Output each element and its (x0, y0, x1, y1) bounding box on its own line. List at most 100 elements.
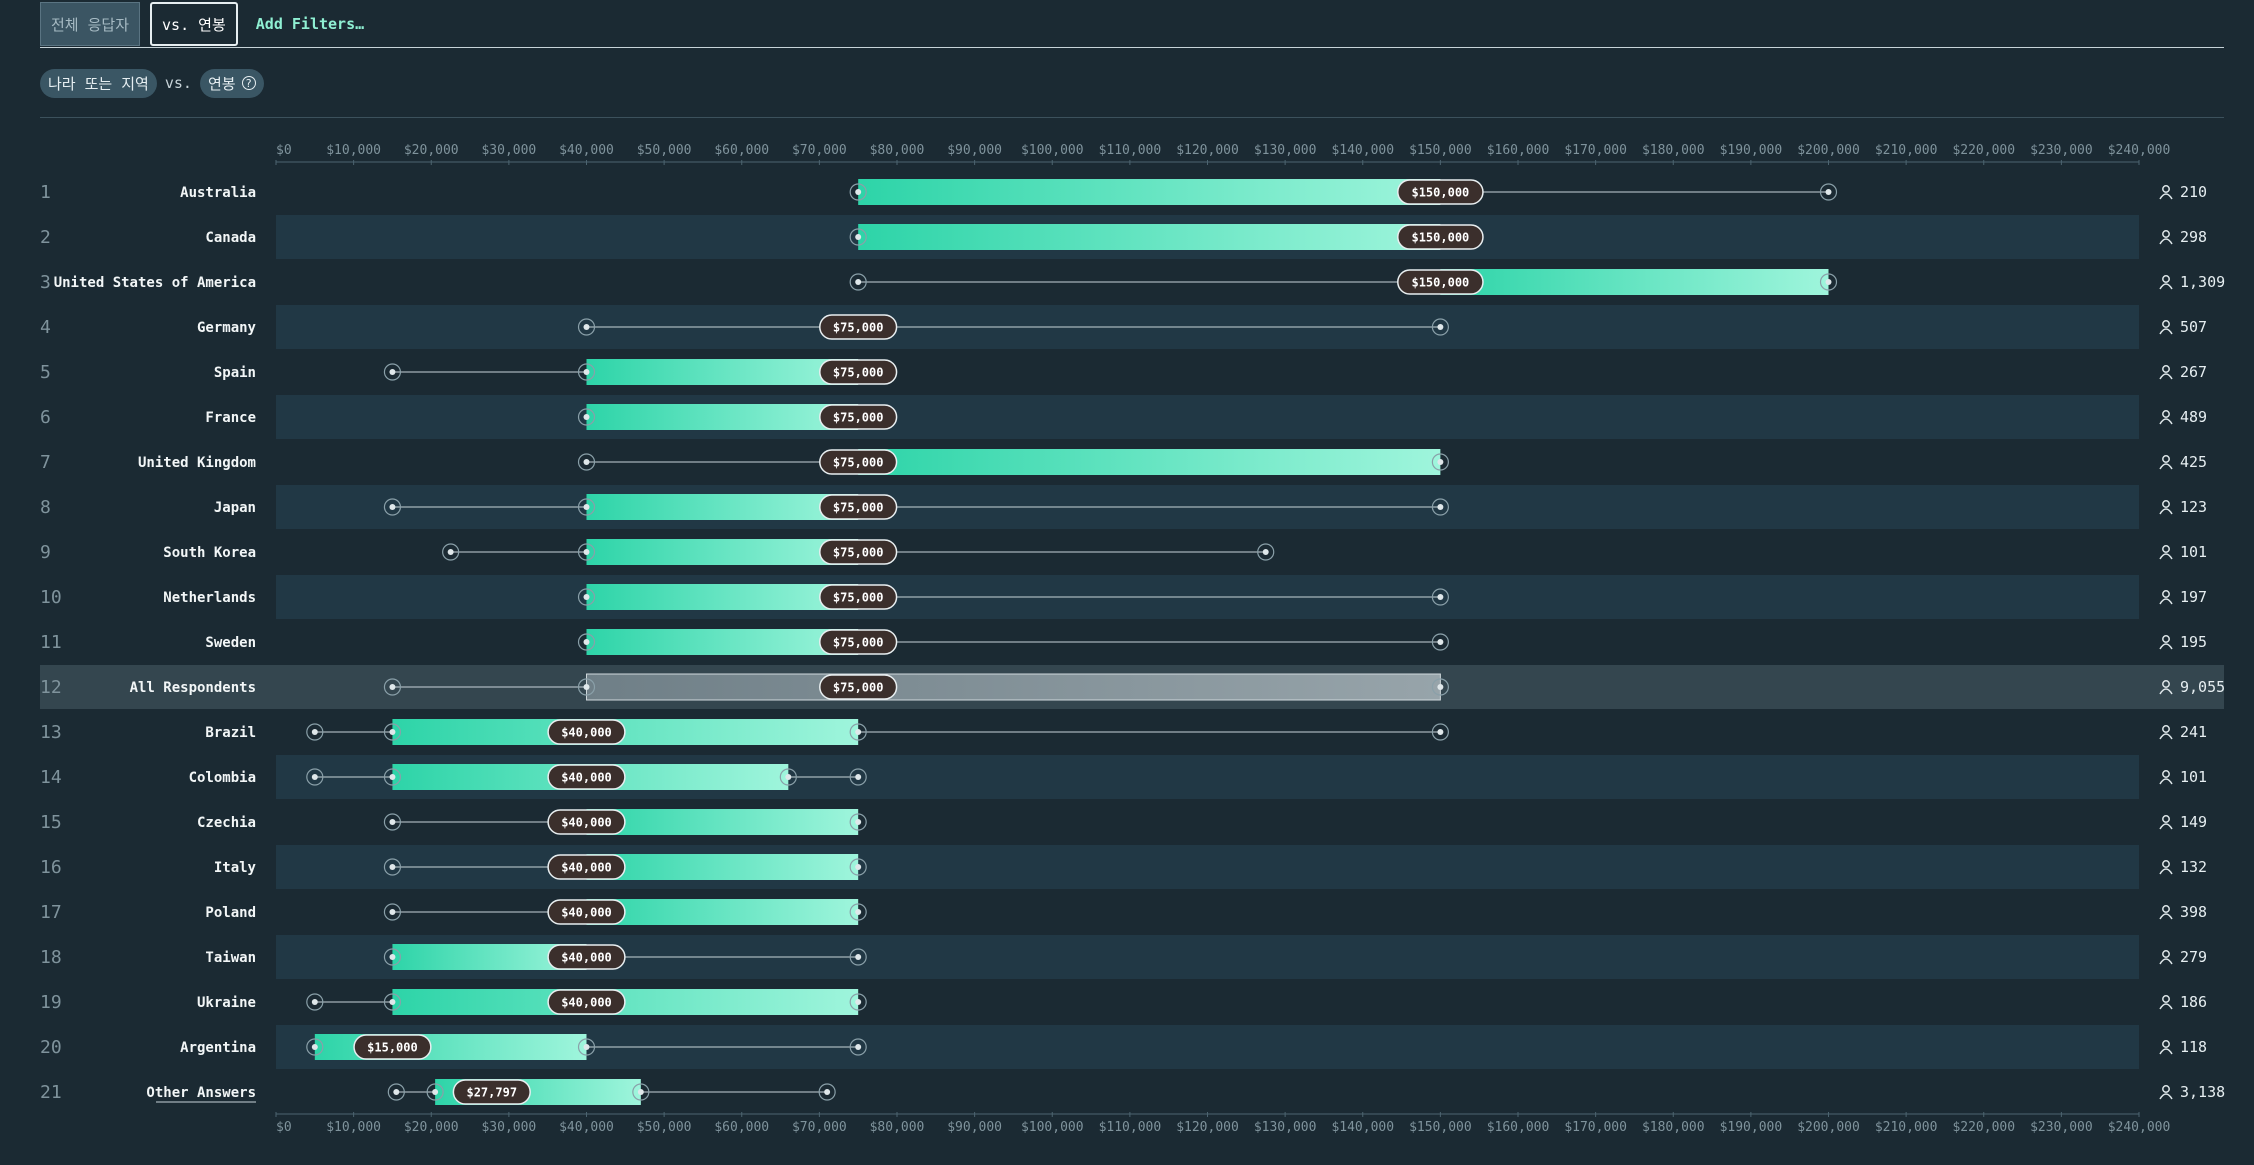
x-tick-label-bottom: $40,000 (559, 1120, 614, 1135)
row-rank: 21 (40, 1082, 62, 1103)
median-label-pill (353, 1034, 432, 1060)
add-filters-button[interactable]: Add Filters… (255, 15, 365, 33)
whisker-end-marker (306, 1038, 324, 1056)
field-country-pill[interactable]: 나라 또는 지역 (40, 68, 157, 98)
whisker-end-dot (583, 369, 590, 375)
chart-row-czechia[interactable]: 15 Czechia $40,000 149 (40, 809, 2207, 835)
whisker-end-marker (577, 408, 596, 426)
chart-row-united-kingdom[interactable]: 7 United Kingdom $75,000 425 (40, 449, 2207, 475)
person-icon (2159, 815, 2173, 830)
respondent-count: 9,055 (2180, 678, 2225, 696)
chart-row-canada[interactable]: 2 Canada $150,000 298 (40, 224, 2207, 250)
whisker-end-dot (1437, 324, 1444, 330)
vs-label: vs. (164, 74, 192, 92)
x-tick-label-top: $50,000 (637, 143, 692, 158)
median-label: $40,000 (561, 951, 612, 965)
whisker-end-dot (855, 999, 862, 1005)
row-rank: 16 (40, 857, 62, 878)
median-label: $150,000 (1411, 186, 1469, 200)
x-tick-label-top: $90,000 (947, 143, 1002, 158)
person-icon (2159, 185, 2173, 200)
whisker-end-dot (855, 774, 862, 780)
x-tick-label-top: $70,000 (792, 143, 847, 158)
chart-row-poland[interactable]: 17 Poland $40,000 398 (40, 899, 2207, 925)
chart-row-all-respondents[interactable]: 12 All Respondents $75,000 9,055 (40, 673, 2225, 701)
respondent-count: 197 (2180, 588, 2207, 606)
chart-row-brazil[interactable]: 13 Brazil $40,000 241 (40, 719, 2207, 745)
respondent-count: 132 (2180, 858, 2207, 876)
whisker-end-dot (311, 774, 318, 780)
chart-row-other-answers[interactable]: 21 Other Answers $27,797 3,138 (40, 1079, 2225, 1105)
whisker-end-marker (849, 903, 867, 921)
iqr-bar (586, 854, 859, 880)
chart-row-sweden[interactable]: 11 Sweden $75,000 195 (40, 629, 2207, 655)
x-tick-label-top: $240,000 (2108, 143, 2171, 158)
question-circle-icon[interactable]: ? (241, 76, 256, 90)
whisker-end-marker (849, 273, 867, 291)
person-icon (2159, 500, 2173, 515)
row-rank: 18 (40, 947, 62, 968)
person-icon (2159, 590, 2173, 605)
median-label: $75,000 (833, 591, 884, 605)
row-rank: 11 (40, 632, 62, 653)
comparison-header: 나라 또는 지역 vs. 연봉 ? (40, 68, 264, 98)
chart-row-argentina[interactable]: 20 Argentina $15,000 118 (40, 1034, 2207, 1060)
chart-row-ukraine[interactable]: 19 Ukraine $40,000 186 (40, 989, 2207, 1015)
iqr-bar (586, 584, 859, 610)
chart-row-netherlands[interactable]: 10 Netherlands $75,000 197 (40, 584, 2207, 610)
respondent-count: 507 (2180, 318, 2207, 336)
median-label: $150,000 (1411, 276, 1469, 290)
tab-all-respondents[interactable]: 전체 응답자 (40, 2, 141, 46)
x-tick-label-top: $100,000 (1021, 143, 1084, 158)
x-tick-label-bottom: $150,000 (1409, 1120, 1472, 1135)
whisker-end-dot (855, 954, 862, 960)
row-label: Ukraine (197, 995, 256, 1011)
chart-row-japan[interactable]: 8 Japan $75,000 123 (40, 494, 2207, 520)
whisker-end-marker (849, 948, 867, 966)
chart-row-south-korea[interactable]: 9 South Korea $75,000 101 (40, 539, 2207, 565)
chart-row-united-states-of-america[interactable]: 3 United States of America $150,000 1,309 (40, 269, 2225, 295)
chart-row-france[interactable]: 6 France $75,000 489 (40, 404, 2207, 430)
respondent-count: 241 (2180, 723, 2207, 741)
whisker-end-dot (389, 999, 396, 1005)
chart-row-germany[interactable]: 4 Germany $75,000 507 (40, 314, 2207, 340)
chart-row-australia[interactable]: 1 Australia $150,000 210 (40, 179, 2207, 205)
whisker-end-dot (1437, 594, 1444, 600)
x-tick-label-bottom: $170,000 (1564, 1120, 1627, 1135)
chart-row-italy[interactable]: 16 Italy $40,000 132 (40, 854, 2207, 880)
whisker-end-marker (577, 453, 596, 471)
whisker-end-dot (1262, 549, 1269, 555)
iqr-bar (586, 494, 859, 520)
tab-vs-salary[interactable]: vs. 연봉 (150, 2, 238, 46)
median-label-pill (819, 494, 898, 520)
row-rank: 8 (40, 497, 51, 518)
median-label: $40,000 (561, 726, 612, 740)
row-rank: 4 (40, 317, 51, 338)
x-tick-label-top: $60,000 (714, 143, 769, 158)
chart-row-taiwan[interactable]: 18 Taiwan $40,000 279 (40, 944, 2207, 970)
field-country-label: 나라 또는 지역 (48, 74, 149, 93)
whisker-end-dot (311, 999, 318, 1005)
x-tick-label-bottom: $240,000 (2108, 1120, 2171, 1135)
whisker-end-marker (577, 633, 596, 651)
whisker-end-dot (389, 819, 396, 825)
field-salary-pill[interactable]: 연봉 ? (199, 68, 264, 98)
whisker-end-marker (849, 723, 867, 741)
median-label-pill (819, 629, 898, 655)
whisker-end-marker (849, 1038, 867, 1056)
row-label: Spain (214, 365, 256, 381)
chart-row-spain[interactable]: 5 Spain $75,000 267 (40, 359, 2207, 385)
row-label: Poland (205, 905, 256, 921)
row-label: Taiwan (205, 950, 256, 966)
whisker-end-marker (426, 1083, 444, 1101)
respondent-count: 425 (2180, 453, 2207, 471)
respondent-count: 186 (2180, 993, 2207, 1011)
whisker-end-dot (389, 864, 396, 870)
median-label-pill (819, 584, 898, 610)
chart-row-colombia[interactable]: 14 Colombia $40,000 101 (40, 764, 2207, 790)
iqr-bar (1440, 269, 1829, 295)
filter-bar: 전체 응답자 vs. 연봉 Add Filters… (40, 2, 374, 46)
iqr-bar (586, 359, 859, 385)
whisker-end-marker (1431, 633, 1449, 651)
x-tick-label-top: $80,000 (870, 143, 925, 158)
